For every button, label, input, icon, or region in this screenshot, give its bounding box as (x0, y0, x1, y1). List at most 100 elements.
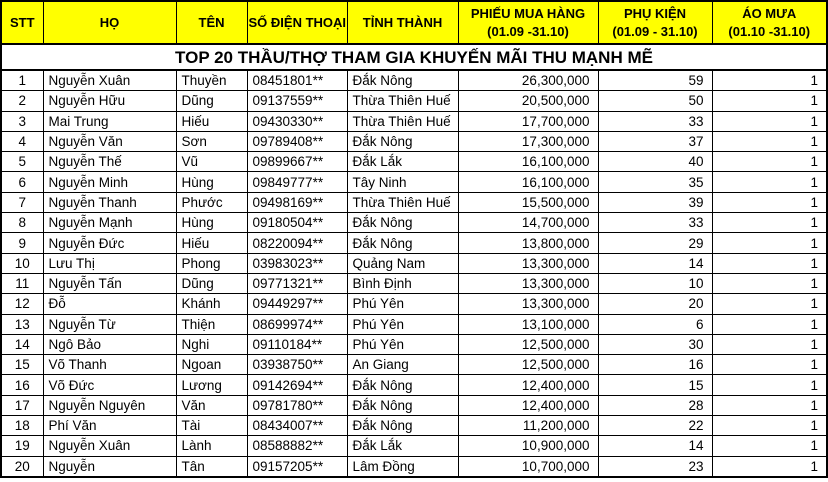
title-row: TOP 20 THẦU/THỢ THAM GIA KHUYẾN MÃI THU … (0, 43, 828, 71)
table-row: 9 Nguyễn Đức Hiếu 08220094** Đắk Nông 13,800,… (0, 232, 828, 254)
cell-raincoat: 1 (711, 354, 828, 376)
table-row: 2 Nguyễn Hữu Dũng 09137559** Thừa Thiên Huế 2… (0, 90, 828, 112)
page-title: TOP 20 THẦU/THỢ THAM GIA KHUYẾN MÃI THU … (0, 43, 828, 71)
cell-ho: Võ Thanh (42, 354, 177, 376)
cell-ho: Nguyễn Mạnh (42, 212, 177, 234)
cell-phone: 08220094** (246, 232, 348, 254)
cell-stt: 14 (0, 333, 44, 356)
cell-province: Đắk Lắk (346, 435, 459, 457)
cell-province: Tây Ninh (346, 171, 459, 193)
cell-stt: 10 (0, 252, 44, 274)
cell-phone: 08451801** (246, 69, 348, 92)
table-row: 17 Nguyễn Nguyên Văn 09781780** Đắk Nông 12,4… (0, 394, 828, 417)
cell-ho: Phí Văn (42, 415, 177, 437)
cell-stt: 15 (0, 354, 44, 376)
cell-ho: Nguyễn Đức (42, 232, 177, 254)
cell-raincoat: 1 (711, 191, 828, 214)
column-header-label: TÊN (198, 14, 225, 30)
cell-province: An Giang (346, 354, 459, 376)
cell-ten: Vũ (175, 151, 248, 173)
cell-ho: Đỗ (42, 293, 177, 315)
cell-accessory: 10 (597, 272, 713, 295)
cell-stt: 11 (0, 272, 44, 295)
cell-province: Đắk Nông (346, 212, 459, 234)
cell-ten: Hùng (175, 171, 248, 193)
cell-ho: Võ Đức (42, 374, 177, 396)
cell-ho: Mai Trung (42, 110, 177, 132)
cell-raincoat: 1 (711, 272, 828, 295)
cell-stt: 2 (0, 90, 44, 112)
cell-ten: Dũng (175, 90, 248, 112)
cell-voucher: 12,500,000 (457, 354, 599, 376)
cell-voucher: 15,500,000 (457, 191, 599, 214)
cell-phone: 09789408** (246, 130, 348, 153)
cell-ho: Nguyễn Tấn (42, 272, 177, 295)
column-header-ten: TÊN (175, 0, 248, 45)
column-header-period: (01.09 -31.10) (487, 23, 569, 39)
column-header-voucher: PHIẾU MUA HÀNG (01.09 -31.10) (457, 0, 599, 45)
cell-ten: Phong (175, 252, 248, 274)
table-row: 16 Võ Đức Lương 09142694** Đắk Nông 12,400,00… (0, 374, 828, 396)
cell-accessory: 50 (597, 90, 713, 112)
cell-accessory: 14 (597, 252, 713, 274)
cell-raincoat: 1 (711, 232, 828, 254)
cell-ten: Nghi (175, 333, 248, 356)
column-header-accessory: PHỤ KIỆN (01.09 - 31.10) (597, 0, 713, 45)
cell-phone: 08588882** (246, 435, 348, 457)
cell-ho: Nguyễn Nguyên (42, 394, 177, 417)
column-header-label: TỈNH THÀNH (362, 14, 443, 30)
cell-ho: Lưu Thị (42, 252, 177, 274)
cell-raincoat: 1 (711, 212, 828, 234)
cell-raincoat: 1 (711, 69, 828, 92)
cell-voucher: 13,300,000 (457, 293, 599, 315)
cell-ten: Tài (175, 415, 248, 437)
cell-stt: 13 (0, 313, 44, 335)
table-row: 4 Nguyễn Văn Sơn 09789408** Đắk Nông 17,300,0… (0, 130, 828, 153)
cell-voucher: 16,100,000 (457, 151, 599, 173)
column-header-period: (01.09 - 31.10) (612, 23, 698, 39)
cell-phone: 09781780** (246, 394, 348, 417)
table-row: 5 Nguyễn Thế Vũ 09899667** Đắk Lắk 16,100,000… (0, 151, 828, 173)
column-header-period: (01.10 -31.10) (728, 23, 811, 39)
cell-phone: 09449297** (246, 293, 348, 315)
cell-province: Quảng Nam (346, 252, 459, 274)
cell-accessory: 37 (597, 130, 713, 153)
cell-province: Thừa Thiên Huế (346, 110, 459, 132)
table-row: 12 Đỗ Khánh 09449297** Phú Yên 13,300,000 20 1 (0, 293, 828, 315)
table-row: 11 Nguyễn Tấn Dũng 09771321** Bình Định 13,30… (0, 272, 828, 295)
cell-raincoat: 1 (711, 394, 828, 417)
cell-raincoat: 1 (711, 333, 828, 356)
table-header-row: STT HỌ TÊN SỐ ĐIỆN THOẠI TỈNH THÀNH PHIẾU MUA… (0, 0, 828, 45)
column-header-label: STT (9, 14, 35, 30)
column-header-label: ÁO MƯA (742, 5, 797, 21)
cell-voucher: 17,300,000 (457, 130, 599, 153)
cell-stt: 5 (0, 151, 44, 173)
column-header-raincoat: ÁO MƯA (01.10 -31.10) (711, 0, 828, 45)
table-row: 6 Nguyễn Minh Hùng 09849777** Tây Ninh 16,100… (0, 171, 828, 193)
cell-voucher: 13,300,000 (457, 272, 599, 295)
cell-ten: Ngoan (175, 354, 248, 376)
cell-province: Đắk Nông (346, 130, 459, 153)
table-row: 7 Nguyễn Thanh Phước 09498169** Thừa Thiên H… (0, 191, 828, 214)
cell-ho: Nguyễn Hữu (42, 90, 177, 112)
cell-raincoat: 1 (711, 151, 828, 173)
cell-raincoat: 1 (711, 455, 828, 478)
cell-ten: Thiện (175, 313, 248, 335)
cell-accessory: 20 (597, 293, 713, 315)
cell-ten: Phước (175, 191, 248, 214)
cell-raincoat: 1 (711, 415, 828, 437)
cell-stt: 19 (0, 435, 44, 457)
table-row: 19 Nguyễn Xuân Lành 08588882** Đắk Lắk 10,900… (0, 435, 828, 457)
cell-stt: 1 (0, 69, 44, 92)
cell-voucher: 14,700,000 (457, 212, 599, 234)
cell-accessory: 29 (597, 232, 713, 254)
cell-raincoat: 1 (711, 293, 828, 315)
cell-ten: Hiếu (175, 232, 248, 254)
table-row: 1 Nguyễn Xuân Thuyền 08451801** Đắk Nông 26,3… (0, 69, 828, 92)
cell-voucher: 13,300,000 (457, 252, 599, 274)
cell-stt: 20 (0, 455, 44, 478)
table-row: 14 Ngô Bảo Nghi 09110184** Phú Yên 12,500,000… (0, 333, 828, 356)
cell-phone: 09430330** (246, 110, 348, 132)
cell-raincoat: 1 (711, 171, 828, 193)
